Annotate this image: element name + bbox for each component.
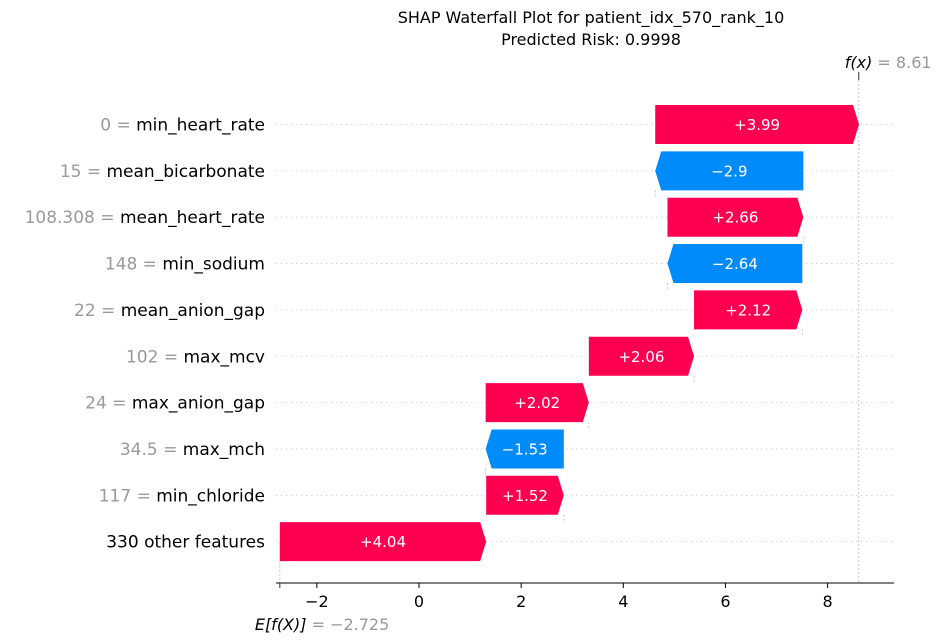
feature-label: 34.5 = max_mch [120,440,265,460]
output-value-label: f(x) [845,53,873,72]
x-tick-label: 2 [516,592,526,611]
feature-label: 22 = mean_anion_gap [74,301,265,321]
bar [588,336,695,376]
feature-name: min_sodium [162,255,265,275]
feature-name: 330 other features [106,533,265,553]
bar [667,197,804,237]
x-tick-label: 0 [414,592,424,611]
feature-label: 15 = mean_bicarbonate [60,162,265,182]
feature-label: 148 = min_sodium [105,255,265,275]
bar [485,383,589,423]
x-axis: −2 0 2 4 6 8 [276,582,894,611]
feature-value: 22 = [74,301,121,321]
bar [655,105,860,144]
x-tick-label: 6 [720,592,730,611]
output-value-annotation: f(x) = 8.61 [845,53,932,72]
base-value-text: = −2.725 [307,615,390,634]
feature-label: 0 = min_heart_rate [100,116,265,136]
feature-value: 102 = [126,347,184,367]
bar [486,475,564,515]
feature-name: max_anion_gap [132,394,265,414]
feature-name: max_mcv [183,347,265,367]
x-tick-label: 4 [618,592,628,611]
feature-value: 108.308 = [25,208,120,228]
bar-value-label: −1.53 [502,440,548,458]
feature-label: 24 = max_anion_gap [85,394,265,414]
feature-value: 15 = [60,162,107,182]
feature-value: 0 = [100,116,136,136]
bar [694,290,803,330]
bars-group: +3.99 −2.9 +2.66 −2.64 +2.12 +2.06 +2.02 −1.53 +… [279,105,860,562]
chart-subtitle: Predicted Risk: 0.9998 [501,30,681,49]
bar [485,429,564,469]
annotations: E[f(X)] = −2.725 f(x) = 8.61 [255,53,932,634]
x-tick-label: −2 [305,592,329,611]
feature-value: 148 = [105,255,163,275]
feature-label: 330 other features [106,533,265,553]
bar-value-label: +1.52 [502,487,548,505]
bar-value-label: +2.66 [712,209,758,227]
feature-name: max_mch [183,440,265,460]
bar [667,244,803,284]
bar-value-label: +2.06 [618,348,664,366]
bar-value-label: −2.64 [712,255,758,273]
feature-value: 117 = [99,486,157,506]
x-tick-label: 8 [823,592,833,611]
bar [655,151,804,191]
feature-name: min_chloride [156,486,265,506]
feature-name: min_heart_rate [136,116,265,136]
base-value-annotation: E[f(X)] = −2.725 [255,615,389,634]
output-value-text: = 8.61 [872,53,931,72]
bar-value-label: +2.02 [514,394,560,412]
feature-label: 117 = min_chloride [99,486,265,506]
feature-name: mean_bicarbonate [107,162,266,182]
reference-lines [279,72,860,583]
feature-label: 102 = max_mcv [126,347,265,367]
chart-title: SHAP Waterfall Plot for patient_idx_570_… [398,8,785,28]
feature-value: 34.5 = [120,440,183,460]
bar-value-label: +3.99 [734,116,780,134]
feature-name: mean_anion_gap [121,301,265,321]
bar-value-label: +2.12 [725,301,771,319]
feature-value: 24 = [85,394,132,414]
feature-label: 108.308 = mean_heart_rate [25,208,265,228]
feature-name: mean_heart_rate [120,208,265,228]
bar-value-label: −2.9 [711,162,747,180]
bar-value-label: +4.04 [360,533,406,551]
bar [279,522,487,562]
base-value-label: E[f(X)] [255,615,307,634]
